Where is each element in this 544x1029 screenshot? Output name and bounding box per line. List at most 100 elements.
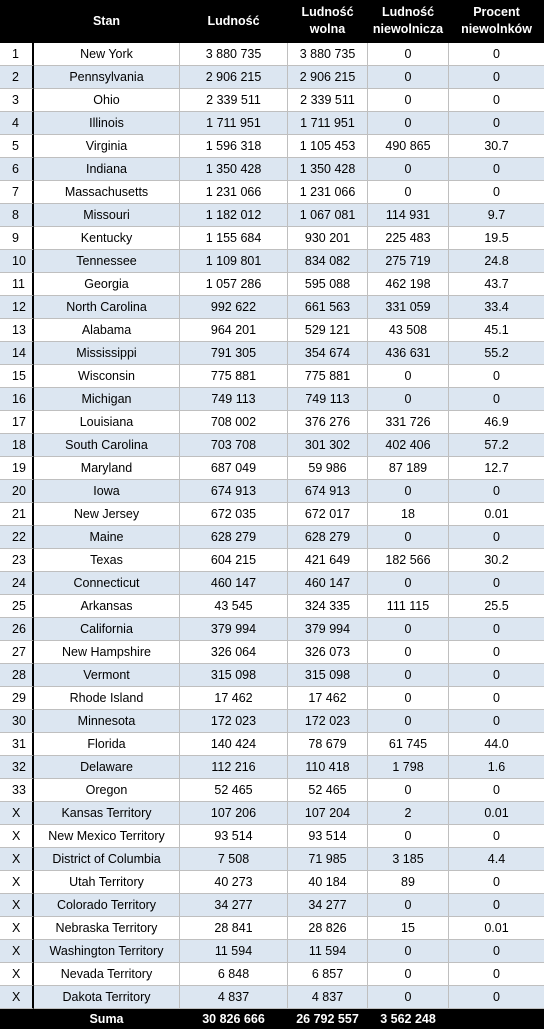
population: 672 035 <box>180 503 288 526</box>
state-name: Indiana <box>34 158 180 181</box>
free-population: 460 147 <box>288 572 368 595</box>
slave-population: 0 <box>368 963 449 986</box>
row-number: 13 <box>0 319 34 342</box>
slave-percent: 46.9 <box>449 411 544 434</box>
free-population: 52 465 <box>288 779 368 802</box>
state-name: Rhode Island <box>34 687 180 710</box>
free-population: 6 857 <box>288 963 368 986</box>
state-name: South Carolina <box>34 434 180 457</box>
slave-population: 0 <box>368 687 449 710</box>
row-number: 31 <box>0 733 34 756</box>
slave-percent: 24.8 <box>449 250 544 273</box>
population: 3 880 735 <box>180 43 288 66</box>
population: 140 424 <box>180 733 288 756</box>
state-name: Ohio <box>34 89 180 112</box>
state-name: Maine <box>34 526 180 549</box>
population: 6 848 <box>180 963 288 986</box>
slave-percent: 43.7 <box>449 273 544 296</box>
slave-percent: 0 <box>449 894 544 917</box>
slave-percent: 0 <box>449 365 544 388</box>
row-number: 30 <box>0 710 34 733</box>
population: 628 279 <box>180 526 288 549</box>
state-name: Washington Territory <box>34 940 180 963</box>
row-number: 24 <box>0 572 34 595</box>
population: 40 273 <box>180 871 288 894</box>
state-name: Alabama <box>34 319 180 342</box>
slave-percent: 0 <box>449 526 544 549</box>
slave-percent: 0 <box>449 986 544 1009</box>
state-name: Kansas Territory <box>34 802 180 825</box>
state-name: Illinois <box>34 112 180 135</box>
slave-population: 0 <box>368 158 449 181</box>
slave-percent: 45.1 <box>449 319 544 342</box>
row-number: 10 <box>0 250 34 273</box>
state-name: Nebraska Territory <box>34 917 180 940</box>
header-cell: Ludność <box>180 0 288 43</box>
slave-population: 0 <box>368 388 449 411</box>
row-number: 4 <box>0 112 34 135</box>
free-population: 379 994 <box>288 618 368 641</box>
footer-total: 3 562 248 <box>368 1009 449 1029</box>
slave-population: 111 115 <box>368 595 449 618</box>
population: 1 155 684 <box>180 227 288 250</box>
slave-population: 0 <box>368 572 449 595</box>
slave-percent: 57.2 <box>449 434 544 457</box>
free-population: 1 711 951 <box>288 112 368 135</box>
free-population: 834 082 <box>288 250 368 273</box>
slave-population: 402 406 <box>368 434 449 457</box>
free-population: 2 906 215 <box>288 66 368 89</box>
slave-population: 182 566 <box>368 549 449 572</box>
free-population: 110 418 <box>288 756 368 779</box>
slave-population: 0 <box>368 894 449 917</box>
free-population: 2 339 511 <box>288 89 368 112</box>
row-number: 11 <box>0 273 34 296</box>
slave-population: 331 059 <box>368 296 449 319</box>
population: 52 465 <box>180 779 288 802</box>
row-number: 23 <box>0 549 34 572</box>
population: 1 109 801 <box>180 250 288 273</box>
row-number: 28 <box>0 664 34 687</box>
state-name: District of Columbia <box>34 848 180 871</box>
footer-cell <box>0 1009 34 1029</box>
slave-percent: 0.01 <box>449 503 544 526</box>
state-name: New York <box>34 43 180 66</box>
state-name: Tennessee <box>34 250 180 273</box>
slave-percent: 0 <box>449 618 544 641</box>
state-name: Wisconsin <box>34 365 180 388</box>
free-population: 595 088 <box>288 273 368 296</box>
row-number: 6 <box>0 158 34 181</box>
free-population: 71 985 <box>288 848 368 871</box>
state-name: Mississippi <box>34 342 180 365</box>
slave-percent: 0 <box>449 940 544 963</box>
free-population: 93 514 <box>288 825 368 848</box>
slave-population: 225 483 <box>368 227 449 250</box>
state-name: Oregon <box>34 779 180 802</box>
slave-percent: 12.7 <box>449 457 544 480</box>
row-number: 1 <box>0 43 34 66</box>
row-number: 33 <box>0 779 34 802</box>
population: 1 231 066 <box>180 181 288 204</box>
slave-population: 0 <box>368 365 449 388</box>
slave-percent: 0 <box>449 779 544 802</box>
population: 1 182 012 <box>180 204 288 227</box>
slave-population: 87 189 <box>368 457 449 480</box>
slave-population: 0 <box>368 112 449 135</box>
free-population: 3 880 735 <box>288 43 368 66</box>
slave-population: 490 865 <box>368 135 449 158</box>
slave-percent: 0 <box>449 825 544 848</box>
state-name: Connecticut <box>34 572 180 595</box>
row-number: 12 <box>0 296 34 319</box>
slave-population: 0 <box>368 66 449 89</box>
slave-population: 0 <box>368 43 449 66</box>
state-name: New Jersey <box>34 503 180 526</box>
state-name: Kentucky <box>34 227 180 250</box>
population: 315 098 <box>180 664 288 687</box>
row-number: 21 <box>0 503 34 526</box>
row-number: X <box>0 825 34 848</box>
slave-population: 0 <box>368 940 449 963</box>
slave-percent: 30.2 <box>449 549 544 572</box>
footer-label: Suma <box>34 1009 180 1029</box>
header-cell <box>0 0 34 43</box>
slave-percent: 0 <box>449 710 544 733</box>
